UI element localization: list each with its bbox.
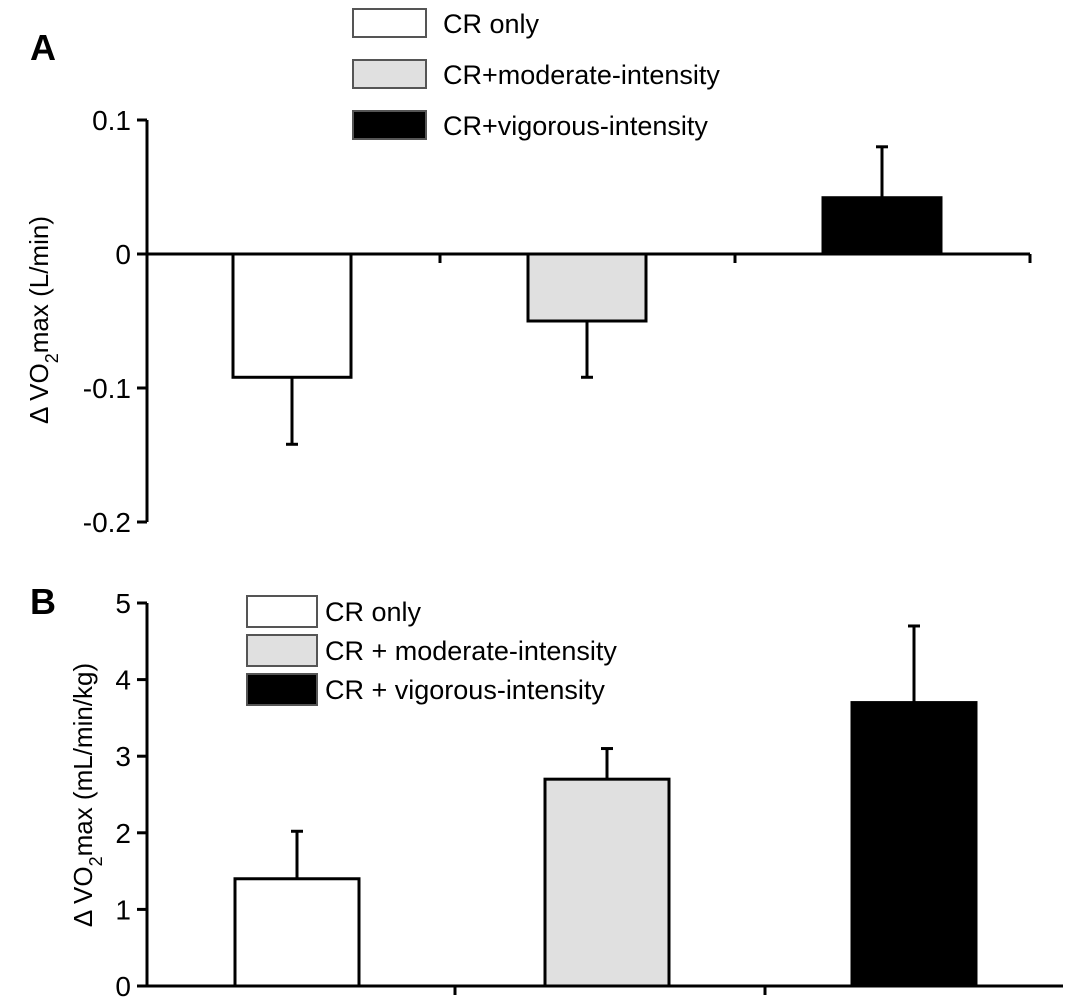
panel-b-y-tick-label: 0 [115,971,131,1001]
panel-a-legend-label-3: CR+vigorous-intensity [443,111,708,141]
panel-a-y-tick-label: 0 [115,239,131,270]
panel-a-y-tick-label: -0.2 [83,507,131,538]
panel-a-y-tick-label: 0.1 [92,105,131,136]
panel-b-bar-2 [543,777,671,988]
panel-b-y-tick-label: 5 [115,588,131,619]
panel-a-legend-label-1: CR only [443,9,540,39]
panel-b-legend-swatch-3 [246,673,318,706]
panel-b-legend-label-2: CR + moderate-intensity [325,636,617,666]
panel-a-y-axis-label: Δ VO2max (L/min) [24,216,62,424]
panel-b-legend-label-3: CR + vigorous-intensity [325,675,605,705]
panel-b-y-tick-label: 3 [115,741,131,772]
panel-b-y-tick-label: 1 [115,894,131,925]
panel-a-bar-2 [526,252,648,323]
panel-b-bar-3 [850,701,978,988]
panel-a-legend-swatch-3 [352,110,427,140]
panel-b-legend-swatch-1 [246,595,318,628]
panel-a-chart: A 0.1 0 -0.1 -0.2 CR only CR+moderate-intensi… [24,8,1032,538]
panel-b-y-tick-label: 2 [115,818,131,849]
panel-a-legend-swatch-1 [352,8,427,38]
panel-a-letter: A [30,27,56,68]
panel-a-legend-label-2: CR+moderate-intensity [443,60,720,90]
panel-b-chart: B 0 1 2 3 4 5 CR only CR + moderate-intensity CR… [30,581,1063,1001]
panel-a-legend-swatch-2 [352,59,427,89]
panel-b-y-axis-label: Δ VO2max (mL/min/kg) [68,663,106,927]
panel-a-bar-1 [231,252,353,379]
panel-b-bar-1 [233,877,361,988]
panel-b-letter: B [30,581,56,622]
panel-a-y-tick-label: -0.1 [83,373,131,404]
panel-a-bar-3 [821,196,943,256]
panel-b-y-tick-label: 4 [115,665,131,696]
panel-b-legend-swatch-2 [246,634,318,667]
panel-b-legend-label-1: CR only [325,597,422,627]
